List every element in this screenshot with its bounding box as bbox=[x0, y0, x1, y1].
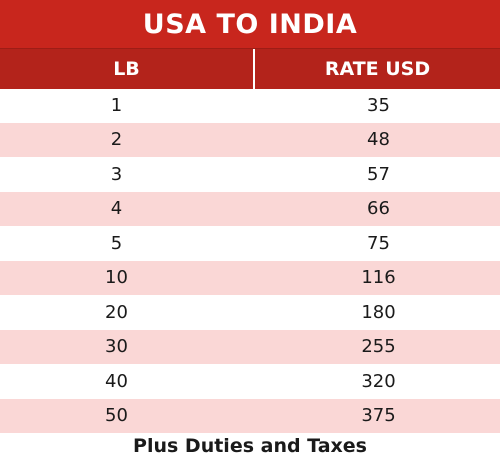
rate-cell: 57 bbox=[367, 163, 390, 185]
table-header: LB RATE USD bbox=[0, 48, 500, 89]
weight-cell: 50 bbox=[105, 405, 128, 427]
weight-cell: 4 bbox=[110, 198, 123, 220]
rate-cell: 320 bbox=[361, 370, 396, 392]
weight-cell: 20 bbox=[105, 301, 128, 323]
rate-cell: 375 bbox=[361, 405, 396, 427]
table-row: 1 35 bbox=[0, 88, 500, 123]
rate-cell: 180 bbox=[361, 301, 396, 323]
table-row: 30 255 bbox=[0, 329, 500, 364]
rate-table-body: 1 35 2 48 3 57 4 66 5 75 10 116 20 180 3… bbox=[0, 88, 500, 433]
column-header-lb: LB bbox=[0, 49, 255, 89]
table-row: 2 48 bbox=[0, 122, 500, 157]
column-header-rate: RATE USD bbox=[324, 58, 431, 80]
rate-cell: 255 bbox=[361, 336, 396, 358]
table-row: 10 116 bbox=[0, 260, 500, 295]
weight-cell: 3 bbox=[110, 163, 123, 185]
rate-cell: 116 bbox=[361, 267, 396, 289]
table-row: 3 57 bbox=[0, 157, 500, 192]
rate-cell: 66 bbox=[367, 198, 390, 220]
weight-cell: 1 bbox=[110, 94, 123, 116]
table-row: 50 375 bbox=[0, 398, 500, 433]
table-row: 4 66 bbox=[0, 191, 500, 226]
rate-cell: 48 bbox=[367, 129, 390, 151]
table-title: USA TO INDIA bbox=[0, 0, 500, 48]
weight-cell: 30 bbox=[105, 336, 128, 358]
footer-note: Plus Duties and Taxes bbox=[133, 435, 367, 457]
weight-cell: 5 bbox=[110, 232, 123, 254]
table-row: 5 75 bbox=[0, 226, 500, 261]
weight-cell: 10 bbox=[105, 267, 128, 289]
rate-cell: 75 bbox=[367, 232, 390, 254]
table-row: 40 320 bbox=[0, 364, 500, 399]
table-row: 20 180 bbox=[0, 295, 500, 330]
rate-cell: 35 bbox=[367, 94, 390, 116]
weight-cell: 40 bbox=[105, 370, 128, 392]
weight-cell: 2 bbox=[110, 129, 123, 151]
